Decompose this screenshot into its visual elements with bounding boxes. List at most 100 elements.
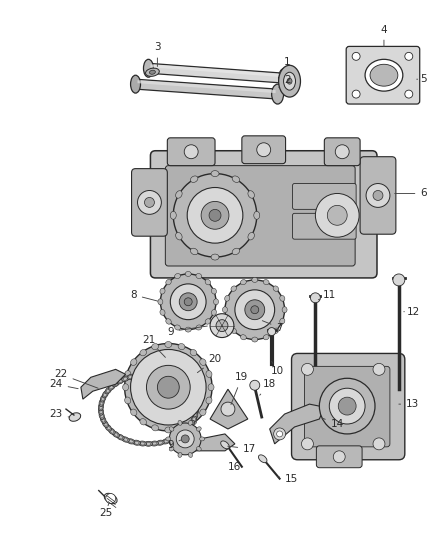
FancyBboxPatch shape [316, 446, 362, 468]
Ellipse shape [112, 381, 120, 387]
Polygon shape [150, 64, 283, 77]
Ellipse shape [160, 310, 165, 316]
Ellipse shape [200, 409, 206, 416]
Ellipse shape [140, 373, 145, 376]
Ellipse shape [240, 280, 246, 285]
Ellipse shape [160, 288, 165, 294]
Polygon shape [148, 63, 285, 83]
Ellipse shape [185, 424, 192, 431]
FancyBboxPatch shape [167, 138, 215, 166]
Text: 21: 21 [142, 335, 166, 358]
Ellipse shape [108, 428, 115, 434]
Circle shape [157, 376, 179, 398]
Ellipse shape [134, 374, 139, 377]
Ellipse shape [140, 418, 147, 425]
Ellipse shape [123, 438, 128, 441]
Text: 10: 10 [271, 361, 284, 376]
Circle shape [352, 90, 360, 98]
Ellipse shape [185, 327, 191, 332]
Ellipse shape [212, 310, 216, 316]
Circle shape [221, 402, 235, 416]
Ellipse shape [122, 376, 129, 382]
Circle shape [245, 300, 265, 320]
Ellipse shape [165, 427, 172, 433]
Ellipse shape [105, 387, 112, 394]
Ellipse shape [272, 84, 283, 104]
Circle shape [335, 145, 349, 159]
Ellipse shape [190, 422, 193, 426]
Circle shape [373, 190, 383, 200]
Ellipse shape [193, 411, 198, 419]
Ellipse shape [214, 299, 219, 305]
Ellipse shape [102, 396, 105, 401]
Circle shape [366, 183, 390, 207]
Ellipse shape [279, 65, 300, 97]
Circle shape [184, 145, 198, 159]
Ellipse shape [100, 400, 103, 405]
Circle shape [277, 431, 283, 437]
Circle shape [301, 438, 314, 450]
Ellipse shape [163, 440, 168, 443]
Circle shape [333, 451, 345, 463]
Ellipse shape [100, 413, 103, 418]
Text: 18: 18 [260, 379, 276, 395]
Ellipse shape [145, 372, 152, 377]
Circle shape [373, 364, 385, 375]
Circle shape [187, 188, 243, 243]
Text: 19: 19 [231, 372, 248, 405]
Ellipse shape [200, 437, 205, 441]
Ellipse shape [170, 212, 176, 219]
Ellipse shape [196, 325, 202, 330]
FancyBboxPatch shape [360, 157, 396, 234]
Ellipse shape [166, 437, 171, 441]
Ellipse shape [232, 176, 240, 182]
Ellipse shape [99, 407, 103, 415]
Circle shape [173, 174, 257, 257]
Ellipse shape [131, 409, 137, 416]
Ellipse shape [173, 434, 180, 440]
Ellipse shape [162, 374, 170, 379]
Circle shape [405, 90, 413, 98]
Ellipse shape [370, 64, 398, 86]
Ellipse shape [118, 379, 123, 383]
Ellipse shape [158, 374, 163, 377]
Ellipse shape [149, 70, 155, 74]
Ellipse shape [99, 403, 103, 411]
Ellipse shape [192, 396, 195, 401]
Ellipse shape [194, 413, 197, 418]
Ellipse shape [169, 427, 174, 431]
Ellipse shape [168, 437, 175, 442]
Ellipse shape [208, 384, 214, 391]
Ellipse shape [99, 409, 102, 414]
Ellipse shape [108, 384, 115, 390]
Ellipse shape [138, 441, 146, 446]
Ellipse shape [175, 273, 180, 279]
Ellipse shape [152, 373, 157, 376]
Ellipse shape [113, 382, 118, 386]
Ellipse shape [169, 377, 174, 381]
Ellipse shape [122, 437, 129, 442]
Ellipse shape [185, 271, 191, 277]
Ellipse shape [191, 176, 198, 182]
Text: 14: 14 [322, 418, 344, 429]
FancyBboxPatch shape [131, 168, 167, 236]
Ellipse shape [248, 232, 254, 240]
Ellipse shape [128, 440, 133, 443]
Circle shape [225, 280, 285, 340]
Ellipse shape [99, 399, 104, 407]
Circle shape [170, 284, 206, 320]
Ellipse shape [138, 372, 146, 377]
Ellipse shape [104, 494, 117, 504]
FancyBboxPatch shape [293, 183, 356, 209]
Polygon shape [185, 434, 235, 451]
Circle shape [319, 378, 375, 434]
Ellipse shape [103, 392, 107, 397]
Circle shape [327, 205, 347, 225]
Ellipse shape [123, 384, 129, 391]
Ellipse shape [279, 68, 290, 88]
Ellipse shape [146, 373, 151, 376]
Ellipse shape [169, 447, 174, 451]
Ellipse shape [365, 59, 403, 91]
Ellipse shape [211, 171, 219, 176]
Ellipse shape [102, 420, 108, 427]
